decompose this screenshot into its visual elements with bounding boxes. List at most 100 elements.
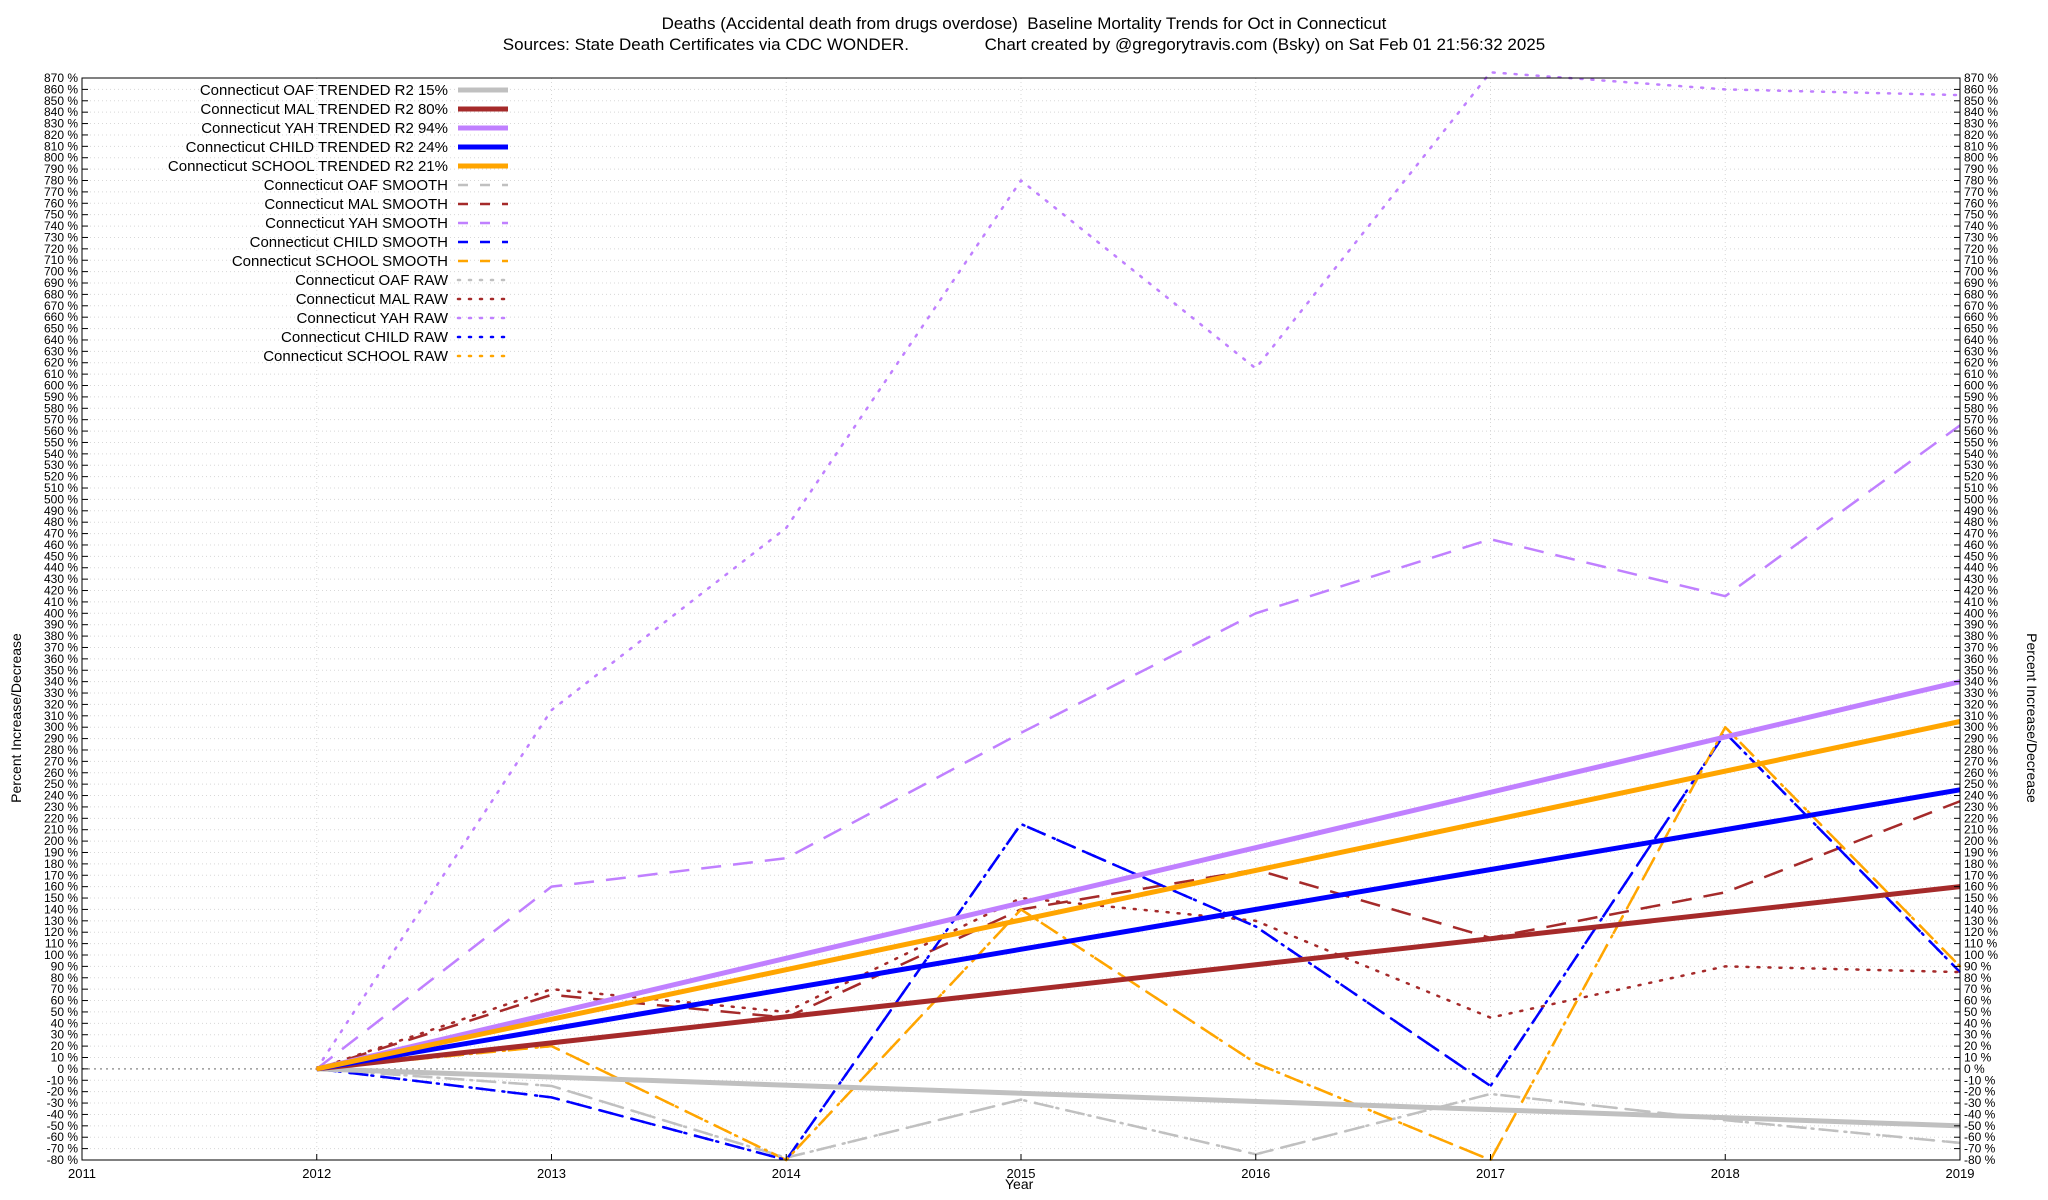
y2-tick-label: 620 %	[1964, 356, 1998, 370]
y2-tick-label: 280 %	[1964, 743, 1998, 757]
y2-tick-label: 190 %	[1964, 845, 1998, 859]
x-tick-label: 2016	[1241, 1166, 1270, 1181]
y2-tick-label: 800 %	[1964, 151, 1998, 165]
y2-tick-label: 160 %	[1964, 880, 1998, 894]
y-tick-label: 350 %	[44, 663, 78, 677]
y-tick-label: 230 %	[44, 800, 78, 814]
y2-tick-label: 860 %	[1964, 82, 1998, 96]
y-tick-label: 730 %	[44, 230, 78, 244]
y2-tick-label: 500 %	[1964, 492, 1998, 506]
y2-tick-label: 750 %	[1964, 208, 1998, 222]
x-tick-label: 2015	[1007, 1166, 1036, 1181]
y-tick-label: -80 %	[47, 1153, 79, 1167]
y-tick-label: 320 %	[44, 697, 78, 711]
x-tick-label: 2017	[1476, 1166, 1505, 1181]
y-tick-label: 90 %	[51, 959, 79, 973]
y2-tick-label: 420 %	[1964, 584, 1998, 598]
y2-tick-label: 830 %	[1964, 117, 1998, 131]
legend-label-0: Connecticut OAF TRENDED R2 15%	[200, 82, 448, 99]
y-tick-label: 470 %	[44, 527, 78, 541]
y-tick-label: 390 %	[44, 618, 78, 632]
y-tick-label: 200 %	[44, 834, 78, 848]
y2-tick-label: 260 %	[1964, 766, 1998, 780]
y-tick-label: 770 %	[44, 185, 78, 199]
chart-title: Deaths (Accidental death from drugs over…	[661, 14, 1387, 33]
y-tick-label: 620 %	[44, 356, 78, 370]
x-tick-label: 2012	[302, 1166, 331, 1181]
legend-label-11: Connecticut MAL RAW	[296, 291, 449, 308]
y2-tick-label: -70 %	[1964, 1142, 1996, 1156]
y2-tick-label: 550 %	[1964, 435, 1998, 449]
y-tick-label: 310 %	[44, 709, 78, 723]
y2-tick-label: 770 %	[1964, 185, 1998, 199]
legend-label-9: Connecticut SCHOOL SMOOTH	[232, 253, 448, 270]
y-tick-label: 180 %	[44, 857, 78, 871]
y2-tick-label: 110 %	[1964, 937, 1997, 951]
series-line-0	[316, 1066, 1961, 1129]
y2-tick-label: 100 %	[1964, 948, 1998, 962]
y2-tick-label: 310 %	[1964, 709, 1998, 723]
x-axis-title: Year	[1005, 1176, 1034, 1192]
y-tick-label: 820 %	[44, 128, 78, 142]
y2-tick-label: 760 %	[1964, 196, 1998, 210]
y2-tick-label: -30 %	[1964, 1096, 1996, 1110]
y-tick-label: 750 %	[44, 208, 78, 222]
y-tick-label: 780 %	[44, 174, 78, 188]
y2-tick-label: 510 %	[1964, 481, 1998, 495]
y-tick-label: 700 %	[44, 265, 78, 279]
y2-tick-label: 530 %	[1964, 458, 1998, 472]
y-tick-label: 370 %	[44, 640, 78, 654]
y-tick-label: 860 %	[44, 82, 78, 96]
y-tick-label: 450 %	[44, 549, 78, 563]
y-tick-label: 380 %	[44, 629, 78, 643]
series-line-13	[315, 731, 1962, 1162]
y-tick-label: 720 %	[44, 242, 78, 256]
y-tick-label: 10 %	[51, 1050, 79, 1064]
y2-tick-label: 740 %	[1964, 219, 1998, 233]
y2-tick-label: 320 %	[1964, 697, 1998, 711]
y-tick-label: 460 %	[44, 538, 78, 552]
y2-tick-label: 730 %	[1964, 230, 1998, 244]
y2-tick-label: 350 %	[1964, 663, 1998, 677]
y2-tick-label: 390 %	[1964, 618, 1998, 632]
y-axis-title: Percent Increase/Decrease	[8, 633, 24, 803]
y-tick-label: 50 %	[51, 1005, 79, 1019]
y-tick-label: 430 %	[44, 572, 78, 586]
x-tick-label: 2014	[772, 1166, 801, 1181]
y-tick-label: 400 %	[44, 606, 78, 620]
y-tick-label: 540 %	[44, 447, 78, 461]
y-tick-label: 100 %	[44, 948, 78, 962]
y2-tick-label: 170 %	[1964, 868, 1998, 882]
series-line-11	[315, 896, 1962, 1071]
y2-tick-label: 140 %	[1964, 902, 1998, 916]
y-tick-label: 670 %	[44, 299, 78, 313]
y2-tick-label: 20 %	[1964, 1039, 1992, 1053]
chart-subtitle: Sources: State Death Certificates via CD…	[502, 35, 1546, 54]
y2-tick-label: 560 %	[1964, 424, 1998, 438]
series-line-12	[315, 71, 1962, 1071]
y2-tick-label: 50 %	[1964, 1005, 1992, 1019]
series-line-1	[316, 884, 1961, 1072]
y2-tick-label: 330 %	[1964, 686, 1998, 700]
y-tick-label: 640 %	[44, 333, 78, 347]
y-tick-label: 420 %	[44, 584, 78, 598]
y2-tick-label: 370 %	[1964, 640, 1998, 654]
y2-tick-label: 230 %	[1964, 800, 1998, 814]
y2-tick-label: 700 %	[1964, 265, 1998, 279]
series-lines	[315, 71, 1962, 1162]
y2-tick-label: 460 %	[1964, 538, 1998, 552]
x-tick-label: 2019	[1946, 1166, 1975, 1181]
x-tick-label: 2011	[68, 1166, 96, 1181]
y2-tick-label: 610 %	[1964, 367, 1998, 381]
y-tick-label: 480 %	[44, 515, 78, 529]
y-tick-label: 260 %	[44, 766, 78, 780]
y2-tick-label: 400 %	[1964, 606, 1998, 620]
y-tick-label: 250 %	[44, 777, 78, 791]
legend-label-13: Connecticut CHILD RAW	[281, 329, 449, 346]
y-tick-label: -40 %	[47, 1107, 79, 1121]
series-line-4	[316, 719, 1961, 1072]
y-tick-label: 240 %	[44, 789, 78, 803]
y-tick-label: 360 %	[44, 652, 78, 666]
y-tick-label: 570 %	[44, 413, 78, 427]
y2-tick-label: -10 %	[1964, 1073, 1996, 1087]
